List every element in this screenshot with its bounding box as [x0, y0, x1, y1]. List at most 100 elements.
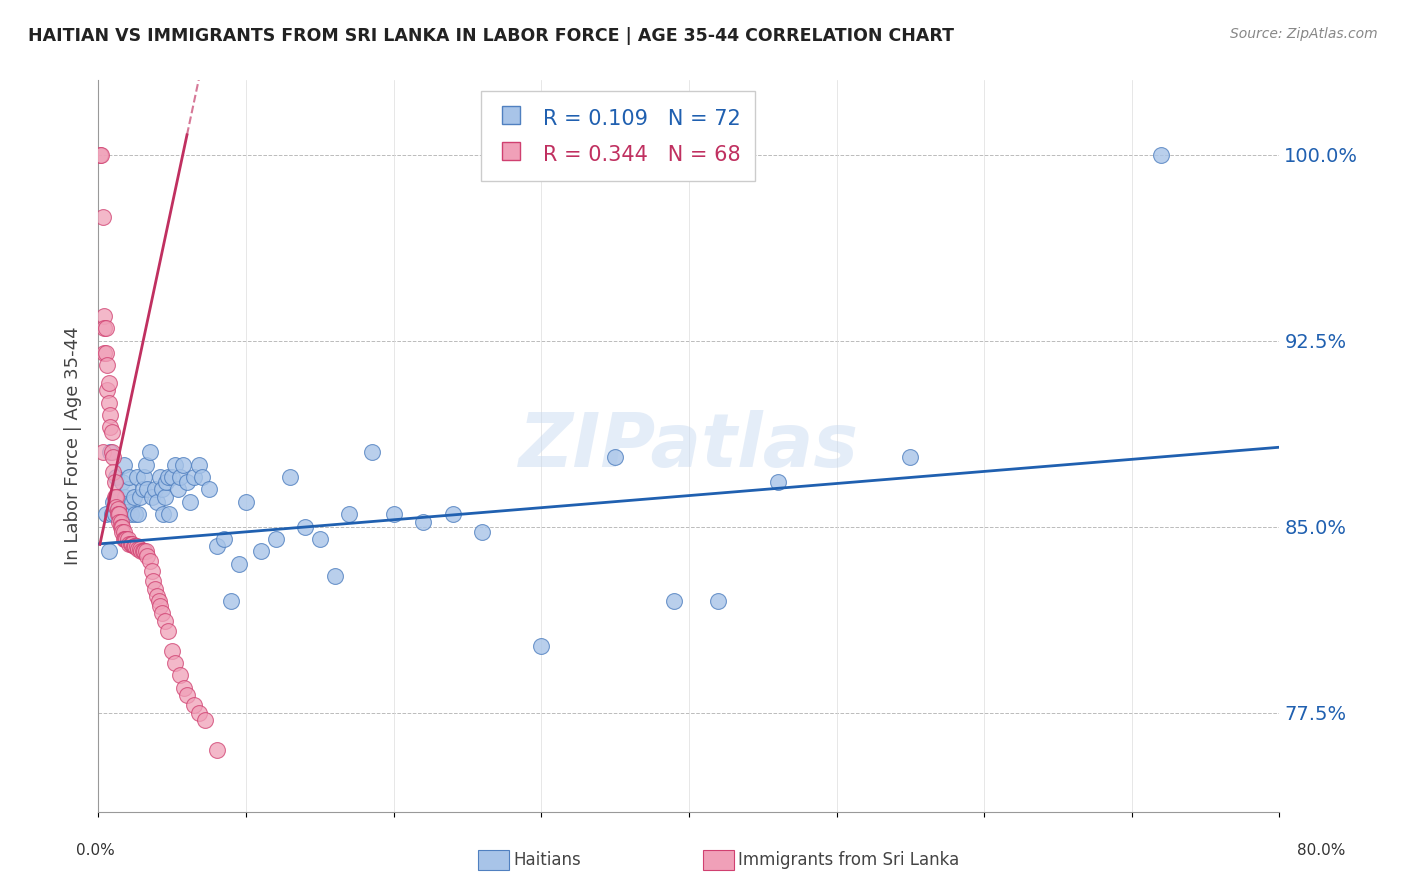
- Point: [112, 532, 135, 546]
- Point: [103, 465, 125, 479]
- Point: [250, 544, 273, 558]
- Point: [235, 495, 257, 509]
- Point: [94, 346, 117, 360]
- Point: [124, 540, 146, 554]
- Point: [339, 507, 361, 521]
- Point: [142, 574, 165, 588]
- Point: [146, 495, 169, 509]
- Point: [143, 483, 166, 497]
- Point: [146, 589, 169, 603]
- Point: [111, 475, 134, 489]
- Point: [110, 515, 132, 529]
- Point: [412, 515, 434, 529]
- Point: [107, 502, 129, 516]
- Point: [104, 507, 127, 521]
- Point: [93, 309, 115, 323]
- Point: [191, 470, 214, 484]
- Point: [112, 524, 135, 539]
- Text: 80.0%: 80.0%: [1298, 843, 1346, 858]
- Point: [132, 483, 155, 497]
- Point: [100, 507, 122, 521]
- Point: [148, 594, 170, 608]
- Point: [93, 346, 115, 360]
- Point: [167, 483, 190, 497]
- Point: [141, 564, 163, 578]
- Point: [107, 507, 129, 521]
- Point: [124, 507, 146, 521]
- Point: [173, 681, 195, 695]
- Point: [97, 544, 120, 558]
- Point: [117, 532, 139, 546]
- Point: [98, 420, 121, 434]
- Point: [91, 445, 114, 459]
- Text: Immigrants from Sri Lanka: Immigrants from Sri Lanka: [738, 851, 959, 869]
- Point: [128, 490, 150, 504]
- Point: [153, 490, 176, 504]
- Point: [441, 507, 464, 521]
- Point: [136, 483, 159, 497]
- Point: [117, 483, 139, 497]
- Point: [280, 470, 302, 484]
- Point: [114, 532, 136, 546]
- Point: [176, 688, 198, 702]
- Point: [111, 519, 134, 533]
- Point: [121, 537, 143, 551]
- Point: [98, 408, 121, 422]
- Point: [100, 425, 122, 440]
- Point: [183, 698, 205, 712]
- Point: [471, 524, 494, 539]
- Point: [108, 507, 131, 521]
- Point: [114, 490, 136, 504]
- Point: [115, 505, 138, 519]
- Point: [141, 490, 163, 504]
- Point: [110, 507, 132, 521]
- Point: [1150, 147, 1173, 161]
- Point: [105, 470, 128, 484]
- Point: [152, 507, 174, 521]
- Point: [135, 458, 157, 472]
- Legend: R = 0.109   N = 72, R = 0.344   N = 68: R = 0.109 N = 72, R = 0.344 N = 68: [481, 91, 755, 181]
- Point: [221, 594, 243, 608]
- Point: [111, 524, 134, 539]
- Point: [132, 544, 155, 558]
- Point: [100, 445, 122, 459]
- Point: [150, 483, 173, 497]
- Point: [127, 541, 149, 556]
- Point: [323, 569, 346, 583]
- Point: [103, 450, 125, 465]
- Point: [179, 495, 201, 509]
- Point: [104, 475, 127, 489]
- Point: [165, 656, 187, 670]
- Point: [89, 147, 111, 161]
- Point: [143, 582, 166, 596]
- Point: [198, 483, 221, 497]
- Point: [149, 470, 172, 484]
- Point: [96, 383, 118, 397]
- Point: [107, 490, 129, 504]
- Text: HAITIAN VS IMMIGRANTS FROM SRI LANKA IN LABOR FORCE | AGE 35-44 CORRELATION CHAR: HAITIAN VS IMMIGRANTS FROM SRI LANKA IN …: [28, 27, 955, 45]
- Point: [766, 475, 789, 489]
- Point: [187, 706, 209, 720]
- Point: [205, 540, 228, 554]
- Point: [900, 450, 922, 465]
- Point: [176, 475, 198, 489]
- Point: [96, 359, 118, 373]
- Point: [125, 540, 148, 554]
- Point: [139, 554, 162, 568]
- Point: [187, 458, 209, 472]
- Point: [165, 458, 187, 472]
- Point: [120, 507, 142, 521]
- Point: [112, 458, 135, 472]
- Point: [162, 643, 183, 657]
- Point: [162, 470, 183, 484]
- Point: [122, 490, 145, 504]
- Point: [155, 475, 177, 489]
- Point: [125, 470, 148, 484]
- Point: [94, 507, 117, 521]
- Point: [104, 490, 127, 504]
- Text: 0.0%: 0.0%: [76, 843, 115, 858]
- Point: [134, 470, 156, 484]
- Point: [108, 515, 131, 529]
- Point: [136, 549, 159, 564]
- Point: [149, 599, 172, 613]
